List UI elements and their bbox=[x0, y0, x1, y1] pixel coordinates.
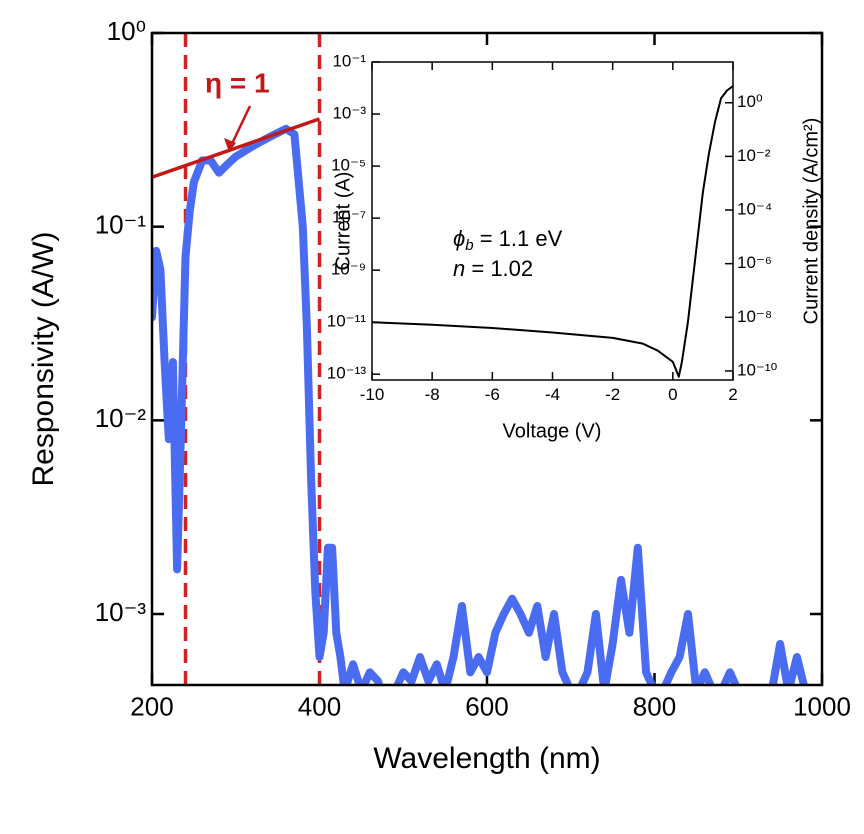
inset-y2-axis-title: Current density (A/cm²) bbox=[800, 118, 822, 325]
y-tick-label: 10⁻¹ bbox=[332, 51, 366, 70]
fit-line bbox=[152, 117, 321, 179]
y-tick-label: 10⁻² bbox=[95, 403, 147, 433]
x-tick-label: -10 bbox=[360, 385, 385, 404]
y-tick-label: 10⁻³ bbox=[332, 104, 366, 123]
plot-area bbox=[372, 85, 733, 378]
x-tick-label: 2 bbox=[728, 385, 737, 404]
n-value: = 1.02 bbox=[465, 256, 533, 281]
x-tick-label: 400 bbox=[298, 691, 341, 721]
plot-frame bbox=[371, 61, 734, 381]
y2-tick-label: 10⁻⁸ bbox=[737, 307, 772, 326]
phi-value: = 1.1 eV bbox=[474, 226, 563, 251]
data-line bbox=[372, 85, 733, 378]
inset-background bbox=[372, 62, 733, 380]
x-tick-label: 600 bbox=[465, 691, 508, 721]
x-tick-label: -8 bbox=[425, 385, 440, 404]
y-tick-label: 10⁻³ bbox=[95, 597, 147, 627]
x-axis-title: Wavelength (nm) bbox=[373, 742, 600, 775]
inset-x-axis-title: Voltage (V) bbox=[503, 420, 602, 442]
y-tick-label: 10⁻⁵ bbox=[331, 156, 366, 175]
y-tick-label: 10⁻⁷ bbox=[332, 208, 366, 227]
x-tick-label: 800 bbox=[633, 691, 676, 721]
y2-tick-label: 10⁻¹⁰ bbox=[737, 360, 778, 379]
x-tick-label: -4 bbox=[545, 385, 560, 404]
annotation-arrowhead bbox=[224, 138, 236, 152]
x-tick-label: -6 bbox=[485, 385, 500, 404]
annotation: η = 1 bbox=[205, 67, 270, 98]
main-plot: 200 400 600 800 1000 10⁰ 10⁻¹ 10⁻² 10⁻³ η = 1 bbox=[95, 16, 851, 721]
y-axis-title: Responsivity (A/W) bbox=[27, 231, 60, 486]
y-tick-label: 10⁻¹ bbox=[95, 210, 147, 240]
y2-tick-label: 10⁻⁴ bbox=[737, 200, 772, 219]
y-tick-label: 10⁻⁹ bbox=[331, 260, 366, 279]
x-tick-label: 0 bbox=[668, 385, 677, 404]
y2-tick-label: 10⁻⁶ bbox=[737, 253, 772, 272]
x-tick-label: 200 bbox=[130, 691, 173, 721]
y-tick-label: 10⁻¹³ bbox=[327, 364, 367, 383]
plot-frame bbox=[150, 31, 824, 687]
data-line bbox=[152, 124, 808, 685]
phi-symbol: ϕ bbox=[453, 226, 465, 251]
phi-subscript: b bbox=[465, 237, 473, 254]
y-tick-label: 10⁰ bbox=[107, 16, 146, 46]
inset-y-axis-title: Current (A) bbox=[332, 172, 354, 271]
y2-tick-label: 10⁻² bbox=[737, 146, 771, 165]
y-tick-label: 10⁻¹¹ bbox=[327, 312, 367, 331]
y2-tick-label: 10⁰ bbox=[737, 92, 763, 111]
inset-plot: -10 -8 -6 -4 -2 0 2 10⁻¹ 10⁻³ 10⁻⁵ 10⁻⁷ 10⁻⁹ 10⁻¹¹ 10… bbox=[327, 51, 823, 442]
n-symbol: n bbox=[453, 256, 465, 281]
phi-annotation: ϕb = 1.1 eV bbox=[453, 226, 563, 254]
x-tick-label: -2 bbox=[605, 385, 620, 404]
plot-area bbox=[152, 33, 808, 685]
n-annotation: n = 1.02 bbox=[453, 256, 533, 281]
x-tick-label: 1000 bbox=[793, 691, 851, 721]
